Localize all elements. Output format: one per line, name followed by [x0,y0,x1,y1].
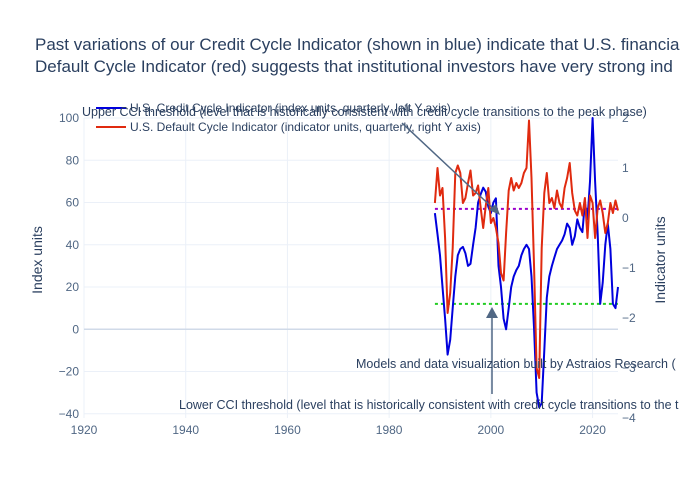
series-lines [433,117,619,409]
lower-threshold-note: Lower CCI threshold (level that is histo… [179,398,679,412]
y-axis-title: Index units [29,226,45,294]
x-tick-label: 2000 [478,423,505,437]
y2-tick-label: −1 [622,261,636,275]
y2-tick-label: 2 [622,111,629,125]
y2-tick-label: 1 [622,161,629,175]
credit-note: Models and data visualization built by A… [356,357,676,371]
legend-item-credit[interactable]: U.S. Credit Cycle Indicator (index units… [130,101,451,115]
legend-item-default[interactable]: U.S. Default Cycle Indicator (indicator … [130,120,481,134]
legend[interactable]: U.S. Credit Cycle Indicator (index units… [96,101,481,134]
y2-axis-title: Indicator units [652,216,668,303]
y-tick-label: 20 [66,280,80,294]
y-tick-label: −40 [59,407,80,421]
y2-tick-label: −3 [622,361,636,375]
y-tick-label: 60 [66,196,80,210]
x-tick-label: 1980 [376,423,403,437]
chart-title-line-1: Past variations of our Credit Cycle Indi… [35,35,680,54]
y-tick-label: −20 [59,365,80,379]
upper-threshold-note: Upper CCI threshold (level that is histo… [82,105,647,119]
y-tick-label: 40 [66,238,80,252]
lower-threshold-arrowhead [486,307,498,318]
chart-title-line-2: Default Cycle Indicator (red) suggests t… [35,57,673,76]
upper-threshold-arrowhead [489,204,500,215]
series-line-credit-cycle [433,117,619,409]
y2-tick-label: 0 [622,211,629,225]
annotations: Upper CCI threshold (level that is histo… [82,105,679,412]
y-tick-label: 100 [59,111,79,125]
y-tick-label: 80 [66,153,80,167]
x-tick-label: 2020 [579,423,606,437]
upper-threshold-arrow [401,122,498,213]
y2-tick-label: −2 [622,311,636,325]
y-tick-label: 0 [72,322,79,336]
tick-labels: 1920 1940 1960 1980 2000 2020−40−200204060801… [59,111,636,437]
grid-lines [83,117,618,418]
series-line-default-cycle [433,119,619,379]
x-tick-label: 1920 [71,423,98,437]
y2-tick-label: −4 [622,411,636,425]
x-tick-label: 1940 [172,423,199,437]
x-tick-label: 1960 [274,423,301,437]
